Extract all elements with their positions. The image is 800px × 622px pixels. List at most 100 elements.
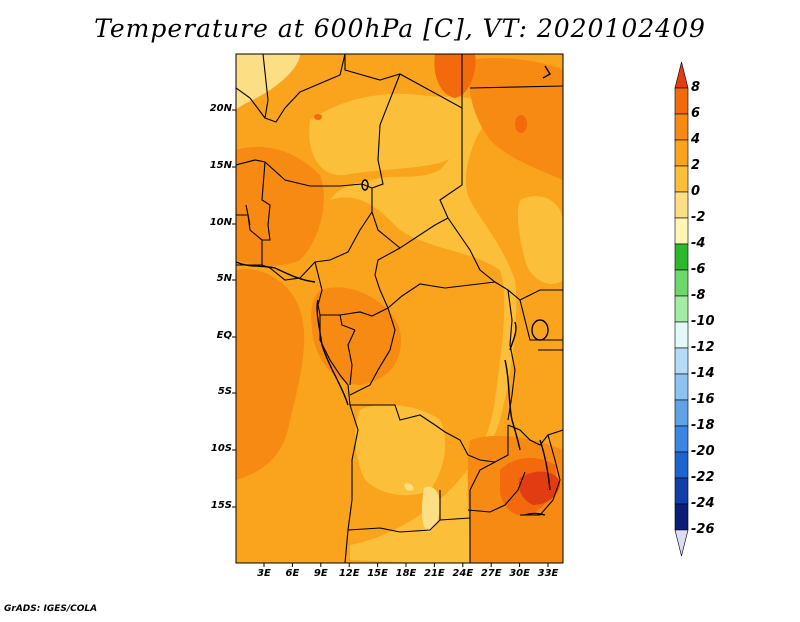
warm-region-congo <box>311 287 401 385</box>
lake-victoria <box>531 319 549 341</box>
max-region-mozambique <box>518 471 560 505</box>
lat-tick-label: 10S <box>210 443 232 454</box>
colorbar-swatch <box>674 373 689 401</box>
colorbar-swatch <box>674 503 689 531</box>
lon-tick-label: 33E <box>537 568 559 579</box>
colorbar-swatch <box>674 451 689 479</box>
cold-region-northwest <box>236 54 300 110</box>
hot-spot-north <box>314 114 322 120</box>
warm-region-west <box>236 269 305 480</box>
lat-tick-label: 5S <box>217 386 232 397</box>
cold-region-kalahari <box>421 486 440 532</box>
cool-region-north <box>309 93 490 176</box>
colorbar-label: -20 <box>691 444 715 459</box>
border-line <box>374 247 496 309</box>
colorbar-label: -4 <box>691 236 706 251</box>
border-line <box>350 404 509 463</box>
colorbar-label: -18 <box>691 418 715 433</box>
colorbar-swatch <box>674 295 689 323</box>
colorbar-label: -12 <box>691 340 715 355</box>
lon-tick-label: 6E <box>285 568 300 579</box>
lake-line <box>504 359 521 451</box>
colorbar-swatch <box>674 425 689 453</box>
border-line <box>469 85 563 89</box>
border-line <box>347 329 356 386</box>
border-line <box>347 517 471 533</box>
colorbar-bottom-arrow <box>674 529 689 557</box>
colorbar-swatch <box>674 347 689 375</box>
lon-tick-label: 15E <box>367 568 388 579</box>
lake-line <box>509 321 517 351</box>
border-line <box>339 307 389 317</box>
border-line <box>439 108 563 301</box>
lat-tick-label: 20N <box>209 103 232 114</box>
border-line <box>467 471 526 513</box>
coastline <box>316 299 349 406</box>
colorbar-swatch <box>674 321 689 349</box>
colorbar-label: 4 <box>691 132 701 147</box>
warm-region-northeast <box>468 58 563 180</box>
colorbar-label: -2 <box>691 210 706 225</box>
border-line <box>507 289 516 421</box>
colorbar-label: -10 <box>691 314 715 329</box>
lon-tick-label: 12E <box>338 568 360 579</box>
lon-tick-label: 30E <box>509 568 530 579</box>
hot-region-north <box>434 54 476 98</box>
cold-region-south <box>404 483 414 491</box>
temperature-field <box>236 54 563 563</box>
lakes-and-coast <box>236 65 551 516</box>
colorbar-swatch <box>674 113 689 141</box>
border-line <box>547 434 561 501</box>
colorbar-label: -26 <box>691 522 715 537</box>
lon-tick-label: 27E <box>480 568 502 579</box>
border-line <box>469 461 496 491</box>
colorbar-label: 2 <box>691 158 701 173</box>
lake-line <box>524 512 546 516</box>
border-line <box>344 54 463 109</box>
border-line <box>519 299 563 341</box>
hot-spot-northeast <box>515 115 527 133</box>
colorbar-swatch <box>674 243 689 271</box>
colorbar-swatch <box>674 191 689 219</box>
colorbar-swatch <box>674 217 689 245</box>
lake-line <box>539 439 551 491</box>
colorbar-label: -22 <box>691 470 715 485</box>
colorbar-label: -14 <box>691 366 715 381</box>
map-frame <box>235 53 564 564</box>
border-line <box>245 204 251 226</box>
colorbar-label: -16 <box>691 392 715 407</box>
border-line <box>236 73 401 189</box>
colorbar-label: 8 <box>691 80 701 95</box>
lon-tick-label: 3E <box>257 568 271 579</box>
border-line <box>262 54 346 123</box>
lon-tick-label: 24E <box>452 568 474 579</box>
colorbar-top-arrow <box>674 61 689 89</box>
colorbar-swatch <box>674 269 689 297</box>
colorbar-label: -6 <box>691 262 706 277</box>
chart-title: Temperature at 600hPa [C], VT: 202010240… <box>94 14 706 43</box>
lat-tick-label: 5N <box>216 273 232 284</box>
lat-tick-label: 15S <box>210 500 232 511</box>
colorbar-swatch <box>674 477 689 505</box>
colorbar-swatch <box>674 87 689 115</box>
border-line <box>236 87 266 119</box>
lake-chad <box>361 179 369 191</box>
lat-tick-label: EQ <box>216 330 232 341</box>
colorbar-label: -24 <box>691 496 715 511</box>
lat-tick-label: 10N <box>209 217 232 228</box>
lon-tick-label: 21E <box>424 568 445 579</box>
cool-region-angola <box>355 404 446 496</box>
colorbar-swatch <box>674 165 689 193</box>
coastline <box>236 261 316 283</box>
colorbar <box>674 61 689 557</box>
cool-region-east <box>517 196 563 284</box>
lon-tick-label: 18E <box>395 568 417 579</box>
colorbar-label: 0 <box>691 184 701 199</box>
colorbar-swatch <box>674 139 689 167</box>
border-line <box>507 424 563 446</box>
lake-line <box>542 65 551 79</box>
colorbar-label: 6 <box>691 106 701 121</box>
border-line <box>349 307 396 396</box>
